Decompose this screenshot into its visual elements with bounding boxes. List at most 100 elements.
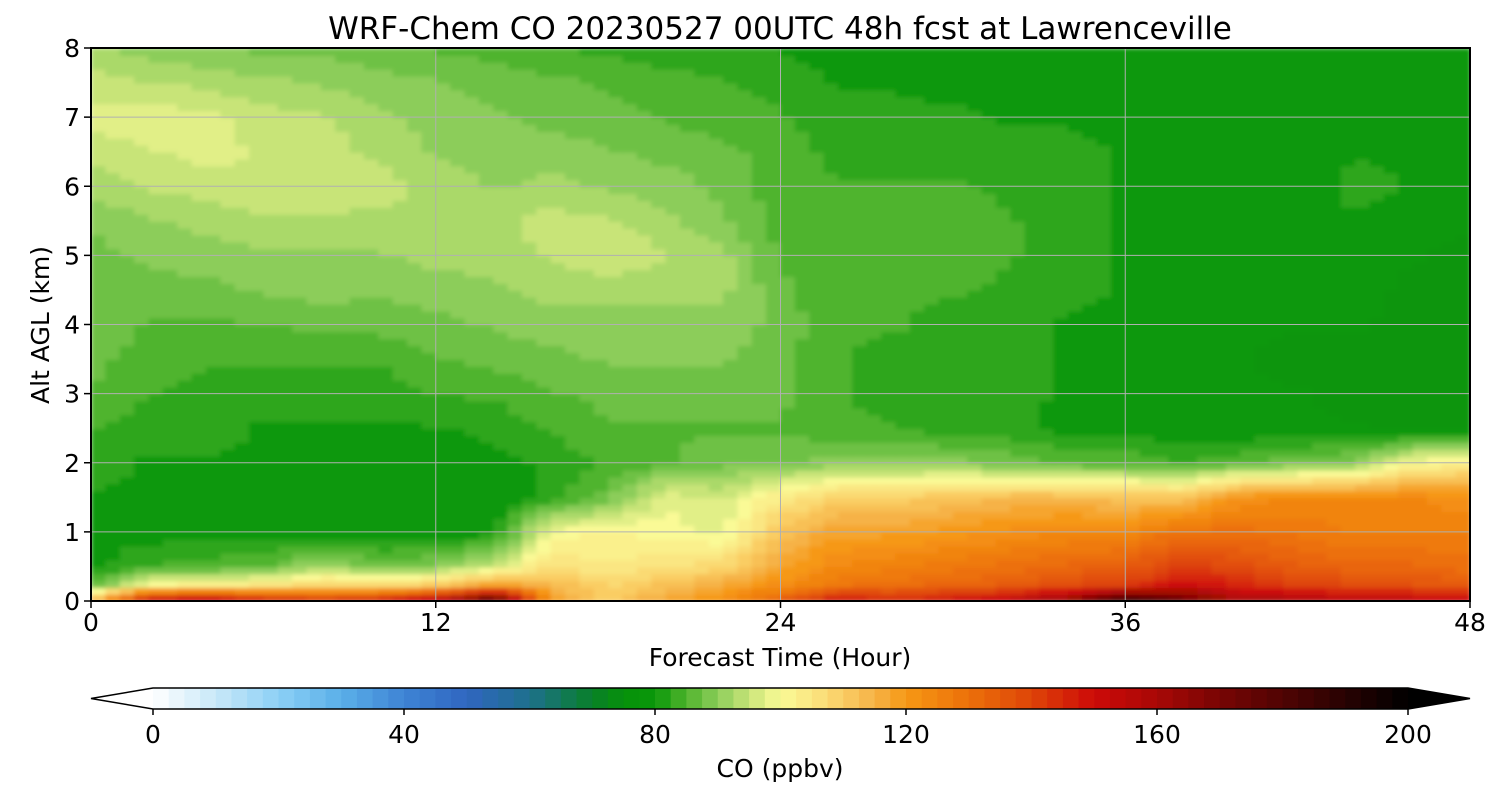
field-cell xyxy=(1039,587,1055,595)
field-cell xyxy=(651,573,667,582)
field-cell xyxy=(378,365,394,374)
field-cell xyxy=(320,283,337,291)
field-cell xyxy=(378,476,394,485)
field-cell xyxy=(622,414,638,423)
field-cell xyxy=(249,310,265,319)
field-cell xyxy=(1326,483,1342,492)
field-cell xyxy=(148,594,164,601)
field-cell xyxy=(881,400,897,409)
field-cell xyxy=(895,241,911,250)
field-cell xyxy=(737,524,753,533)
field-cell xyxy=(263,573,279,582)
field-cell xyxy=(679,317,696,326)
field-cell xyxy=(665,310,681,319)
field-cell xyxy=(866,324,882,333)
field-cell xyxy=(191,262,207,271)
field-cell xyxy=(881,310,897,319)
field-cell xyxy=(1082,296,1098,305)
field-cell xyxy=(579,303,595,312)
field-cell xyxy=(1010,338,1026,347)
field-cell xyxy=(679,331,696,340)
field-cell xyxy=(263,448,279,457)
field-cell xyxy=(119,393,135,402)
field-cell xyxy=(1383,289,1400,298)
field-cell xyxy=(1311,442,1328,450)
field-cell xyxy=(708,386,724,395)
field-cell xyxy=(363,587,380,595)
field-cell xyxy=(651,483,667,492)
field-cell xyxy=(536,524,552,533)
field-cell xyxy=(335,531,351,540)
field-cell xyxy=(909,338,926,347)
field-cell xyxy=(981,552,997,561)
field-cell xyxy=(1340,338,1356,347)
field-cell xyxy=(1254,359,1270,367)
field-cell xyxy=(1125,386,1141,395)
field-cell xyxy=(306,587,322,595)
field-cell xyxy=(464,269,480,278)
field-cell xyxy=(1082,359,1098,367)
field-cell xyxy=(780,345,796,354)
field-cell xyxy=(292,338,308,347)
field-cell xyxy=(1182,386,1198,395)
field-cell xyxy=(593,255,610,264)
field-cell xyxy=(622,255,638,264)
field-cell xyxy=(981,414,997,423)
field-cell xyxy=(1369,331,1385,340)
field-cell xyxy=(823,531,839,540)
field-cell xyxy=(909,483,926,492)
field-cell xyxy=(823,400,839,409)
field-cell xyxy=(565,317,581,326)
field-cell xyxy=(708,379,724,388)
field-cell xyxy=(608,587,624,595)
field-cell xyxy=(1024,421,1040,430)
field-cell xyxy=(1311,497,1328,506)
field-cell xyxy=(1197,476,1213,485)
field-cell xyxy=(579,276,595,284)
field-cell xyxy=(292,289,308,298)
field-cell xyxy=(1240,372,1256,381)
field-cell xyxy=(105,448,121,457)
field-cell xyxy=(277,345,293,354)
field-cell xyxy=(263,518,279,526)
field-cell xyxy=(1398,359,1414,367)
field-cell xyxy=(679,428,696,436)
field-cell xyxy=(1355,455,1371,464)
field-cell xyxy=(335,324,351,333)
field-cell xyxy=(378,379,394,388)
field-cell xyxy=(909,352,926,360)
field-cell xyxy=(1096,559,1112,568)
field-cell xyxy=(263,241,279,250)
field-cell xyxy=(493,538,509,547)
field-cell xyxy=(952,324,969,333)
field-cell xyxy=(1383,518,1400,526)
field-cell xyxy=(1010,400,1026,409)
field-cell xyxy=(1053,552,1069,561)
field-cell xyxy=(1182,276,1198,284)
field-cell xyxy=(866,283,882,291)
field-cell xyxy=(148,262,164,271)
field-cell xyxy=(392,518,408,526)
field-cell xyxy=(708,538,724,547)
field-cell xyxy=(177,255,193,264)
field-cell xyxy=(220,331,236,340)
field-cell xyxy=(579,518,595,526)
field-cell xyxy=(1082,559,1098,568)
field-cell xyxy=(177,566,193,575)
field-cell xyxy=(507,400,523,409)
field-cell xyxy=(794,241,811,250)
field-cell xyxy=(234,345,250,354)
field-cell xyxy=(1355,490,1371,499)
field-cell xyxy=(521,504,538,513)
field-cell xyxy=(550,248,566,257)
field-cell xyxy=(1053,407,1069,416)
field-cell xyxy=(1082,573,1098,582)
field-cell xyxy=(1024,524,1040,533)
field-cell xyxy=(162,483,179,492)
field-cell xyxy=(292,296,308,305)
field-cell xyxy=(1067,407,1084,416)
field-cell xyxy=(737,372,753,381)
field-cell xyxy=(794,538,811,547)
field-cell xyxy=(234,359,250,367)
field-cell xyxy=(234,379,250,388)
